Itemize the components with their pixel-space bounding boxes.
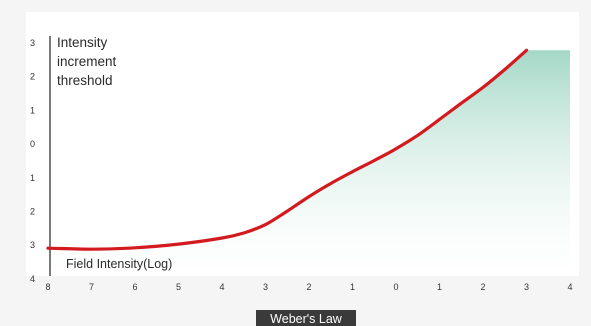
y-axis-label-line: increment xyxy=(57,54,117,69)
x-tick-label: 6 xyxy=(132,282,137,292)
x-tick-label: 4 xyxy=(567,282,572,292)
chart-caption: Weber's Law xyxy=(270,312,343,326)
y-tick-label: 2 xyxy=(30,72,35,82)
x-tick-label: 8 xyxy=(45,282,50,292)
y-tick-label: 3 xyxy=(30,240,35,250)
y-tick-label: 0 xyxy=(30,139,35,149)
x-tick-label: 1 xyxy=(350,282,355,292)
y-tick-label: 1 xyxy=(30,173,35,183)
threshold-curve xyxy=(46,48,529,251)
x-tick-label: 5 xyxy=(176,282,181,292)
x-tick-label: 4 xyxy=(219,282,224,292)
y-axis-label-line: Intensity xyxy=(57,35,108,50)
y-tick-label: 4 xyxy=(30,274,35,284)
x-tick-label: 3 xyxy=(263,282,268,292)
y-tick-label: 2 xyxy=(30,207,35,217)
x-tick-label: 2 xyxy=(306,282,311,292)
y-tick-label: 3 xyxy=(30,38,35,48)
x-tick-label: 1 xyxy=(437,282,442,292)
x-tick-label: 0 xyxy=(393,282,398,292)
y-tick-label: 1 xyxy=(30,105,35,115)
threshold-area xyxy=(48,50,570,276)
x-axis-label: Field Intensity(Log) xyxy=(66,257,172,271)
x-tick-label: 3 xyxy=(524,282,529,292)
y-axis-label-line: threshold xyxy=(57,73,113,88)
caption-box xyxy=(256,310,356,326)
x-tick-label: 7 xyxy=(89,282,94,292)
x-tick-label: 2 xyxy=(480,282,485,292)
